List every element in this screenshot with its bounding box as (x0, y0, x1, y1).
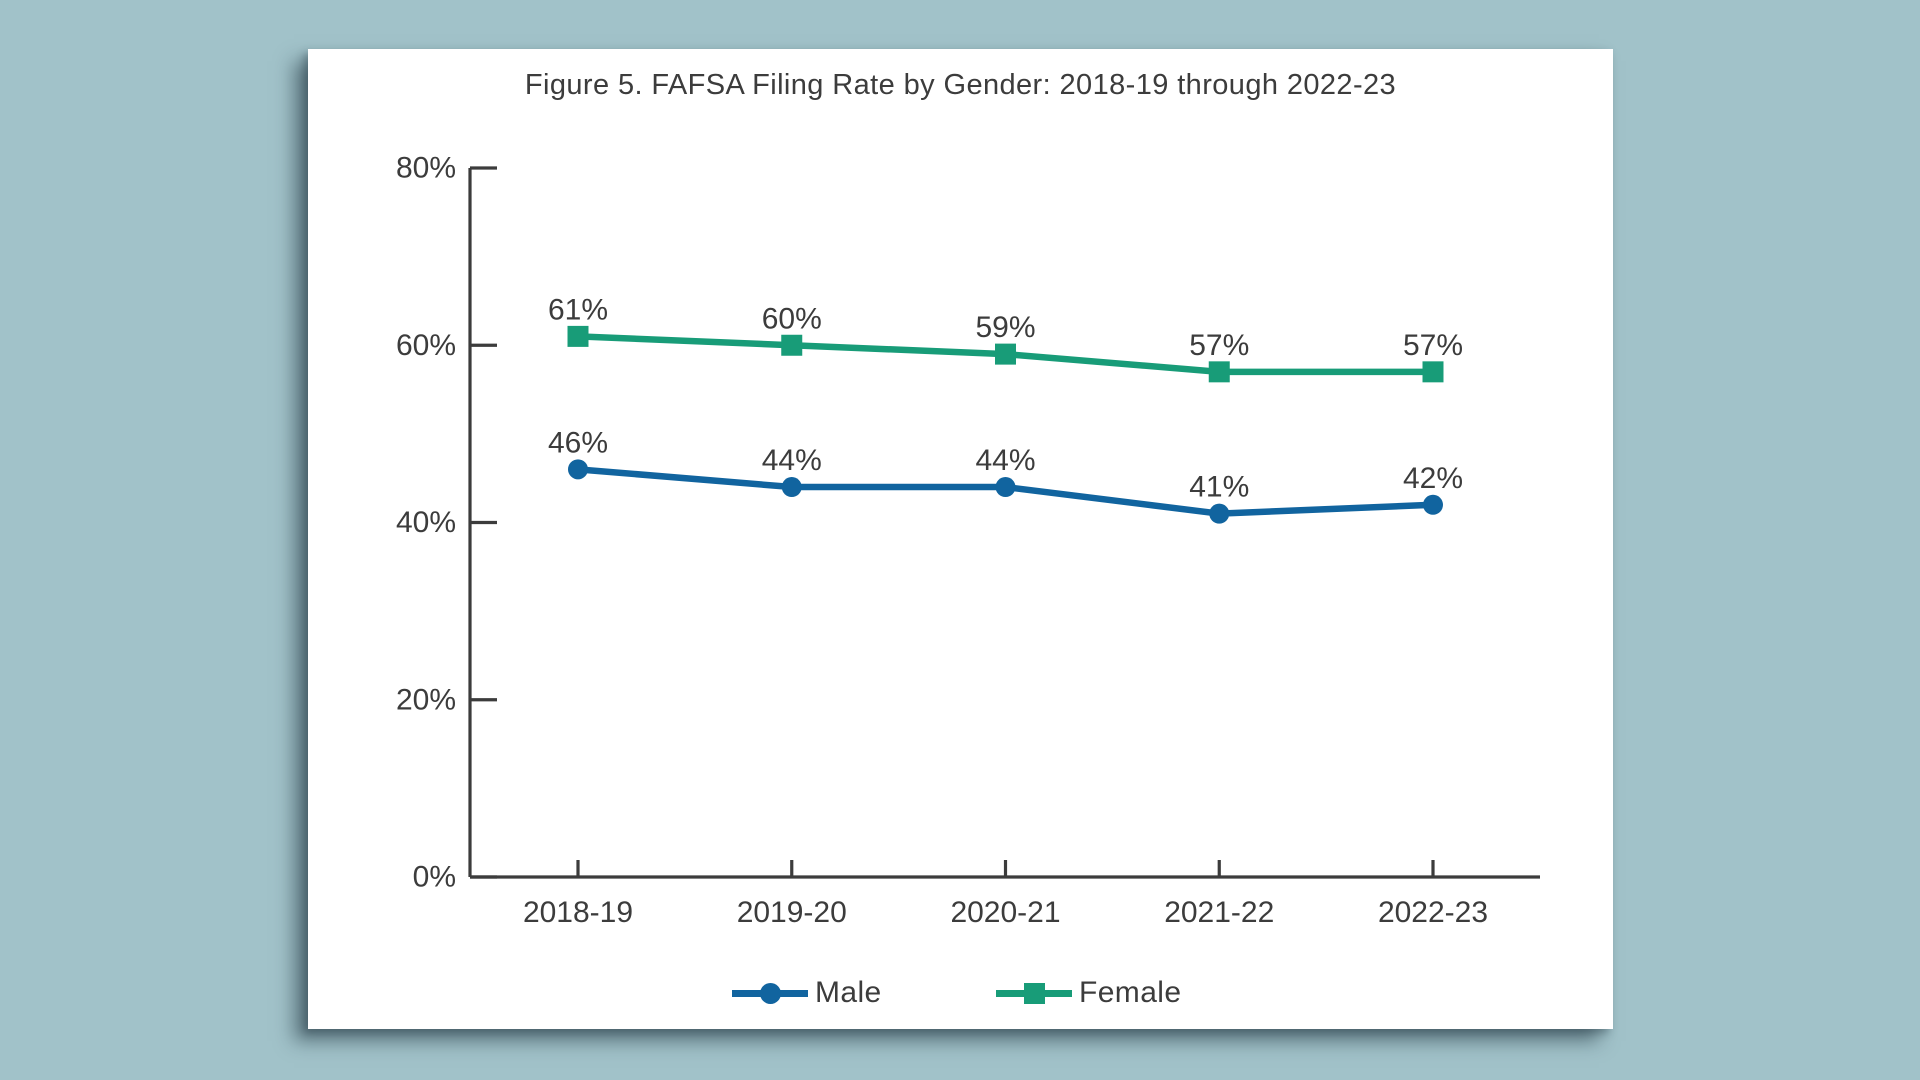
y-tick-label: 20% (396, 683, 456, 716)
y-tick-label: 40% (396, 506, 456, 539)
chart-svg: 0% 20% 40% 60% 80% 2018-19 2019-20 2020-21 2021-… (396, 152, 1540, 929)
chart-legend: Male Female (308, 971, 1613, 1015)
female-line-square-icon (996, 978, 1072, 1008)
data-label-female: 57% (1189, 329, 1249, 362)
x-tick-label: 2018-19 (523, 896, 633, 929)
y-tick-label: 60% (396, 329, 456, 362)
x-tick-label: 2020-21 (950, 896, 1060, 929)
square-marker-icon (1208, 361, 1230, 383)
square-marker-icon (781, 334, 803, 356)
data-label-male: 41% (1189, 471, 1249, 504)
circle-marker-icon (1209, 503, 1230, 524)
circle-marker-icon (995, 477, 1016, 498)
data-label-female: 60% (762, 302, 822, 335)
chart-card: Figure 5. FAFSA Filing Rate by Gender: 2… (308, 49, 1613, 1029)
circle-marker-icon (568, 459, 588, 480)
data-label-male: 44% (975, 444, 1035, 477)
square-marker-icon (995, 343, 1016, 365)
legend-label-female: Female (1079, 976, 1182, 1009)
male-line-circle-icon (732, 978, 808, 1008)
x-tick-label: 2022-23 (1378, 896, 1488, 929)
circle-marker-icon (1423, 494, 1443, 515)
data-label-male: 46% (548, 426, 608, 459)
x-tick-label: 2021-22 (1164, 896, 1274, 929)
square-marker-icon (1024, 983, 1045, 1004)
data-label-female: 57% (1403, 329, 1463, 362)
data-label-male: 42% (1403, 462, 1463, 495)
square-marker-icon (567, 325, 589, 347)
y-tick-label: 80% (396, 152, 456, 185)
legend-item-male: Male (732, 971, 882, 1015)
circle-marker-icon (760, 983, 781, 1004)
chart-title: Figure 5. FAFSA Filing Rate by Gender: 2… (524, 69, 1397, 101)
x-tick-label: 2019-20 (737, 896, 847, 929)
data-label-female: 59% (975, 311, 1035, 344)
data-label-female: 61% (548, 293, 608, 326)
square-marker-icon (1422, 361, 1444, 383)
y-tick-label: 0% (413, 861, 456, 894)
data-label-male: 44% (762, 444, 822, 477)
circle-marker-icon (781, 477, 802, 498)
legend-label-male: Male (815, 976, 882, 1009)
legend-item-female: Female (996, 971, 1181, 1015)
